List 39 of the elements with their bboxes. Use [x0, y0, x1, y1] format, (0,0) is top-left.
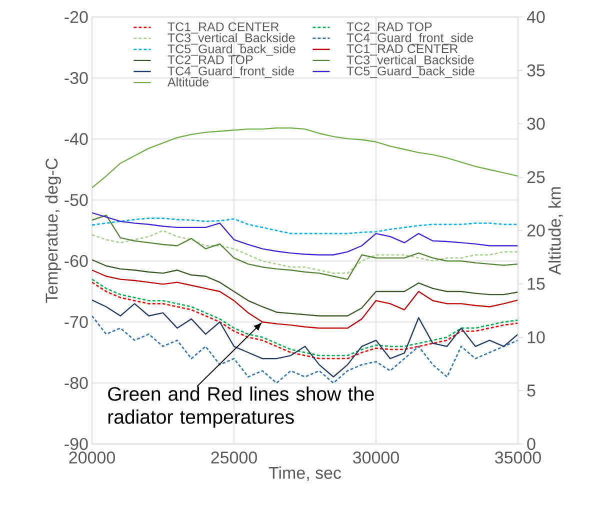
x-tick-label: 20000	[69, 452, 115, 464]
x-tick-label: 30000	[353, 452, 399, 464]
y-tick-label: -70	[64, 316, 88, 328]
x-tick-label: 35000	[495, 452, 541, 464]
legend-label: TC3_vertical_Backside	[346, 55, 474, 67]
legend-label: TC1_RAD CENTER	[346, 44, 458, 56]
legend-label: TC3_vertical_Backside	[168, 33, 295, 45]
y-tick-label: -60	[64, 254, 88, 268]
y2-axis-title: Altitude, km	[548, 187, 563, 275]
y-tick-label: -50	[64, 194, 88, 206]
x-axis-title: Time, sec	[268, 466, 342, 481]
y-axis-title: Temperatue, deg-C	[45, 158, 62, 303]
line-series	[92, 127, 518, 188]
legend-label: Altitude	[167, 77, 209, 86]
y-tick-label: -20	[64, 10, 88, 24]
y2-tick-label: 30	[527, 118, 545, 130]
line-series	[92, 315, 518, 384]
line-series	[92, 299, 518, 378]
annotation: Green and Red lines show the radiator temperatures	[108, 386, 374, 428]
legend-label: TC5_Guard_back_side	[346, 66, 474, 78]
legend-label: TC2_RAD TOP	[168, 55, 253, 67]
y2-tick-label: 20	[527, 224, 545, 237]
y2-tick-label: 0	[527, 438, 536, 450]
x-tick-label: 25000	[211, 452, 257, 464]
legend-label: TC4_Guard_front_side	[346, 33, 474, 45]
y2-tick-label: 5	[527, 384, 536, 397]
y2-tick-label: 35	[527, 64, 545, 76]
legend-label: TC4_Guard_front_side	[168, 66, 294, 78]
legend-label: TC2_RAD TOP	[346, 22, 432, 34]
y2-tick-label: 15	[528, 278, 545, 290]
y-tick-label: -30	[64, 72, 88, 84]
y2-tick-label: 40	[526, 10, 545, 24]
legend-label: TC5_Guard_back_side	[168, 44, 296, 56]
legend-label: TC1_RAD CENTER	[168, 22, 279, 34]
y2-tick-label: 10	[528, 331, 545, 344]
y2-tick-label: 25	[527, 171, 545, 184]
y-tick-label: -80	[64, 376, 88, 390]
y-tick-label: -90	[64, 438, 88, 450]
y-tick-label: -40	[64, 132, 88, 146]
